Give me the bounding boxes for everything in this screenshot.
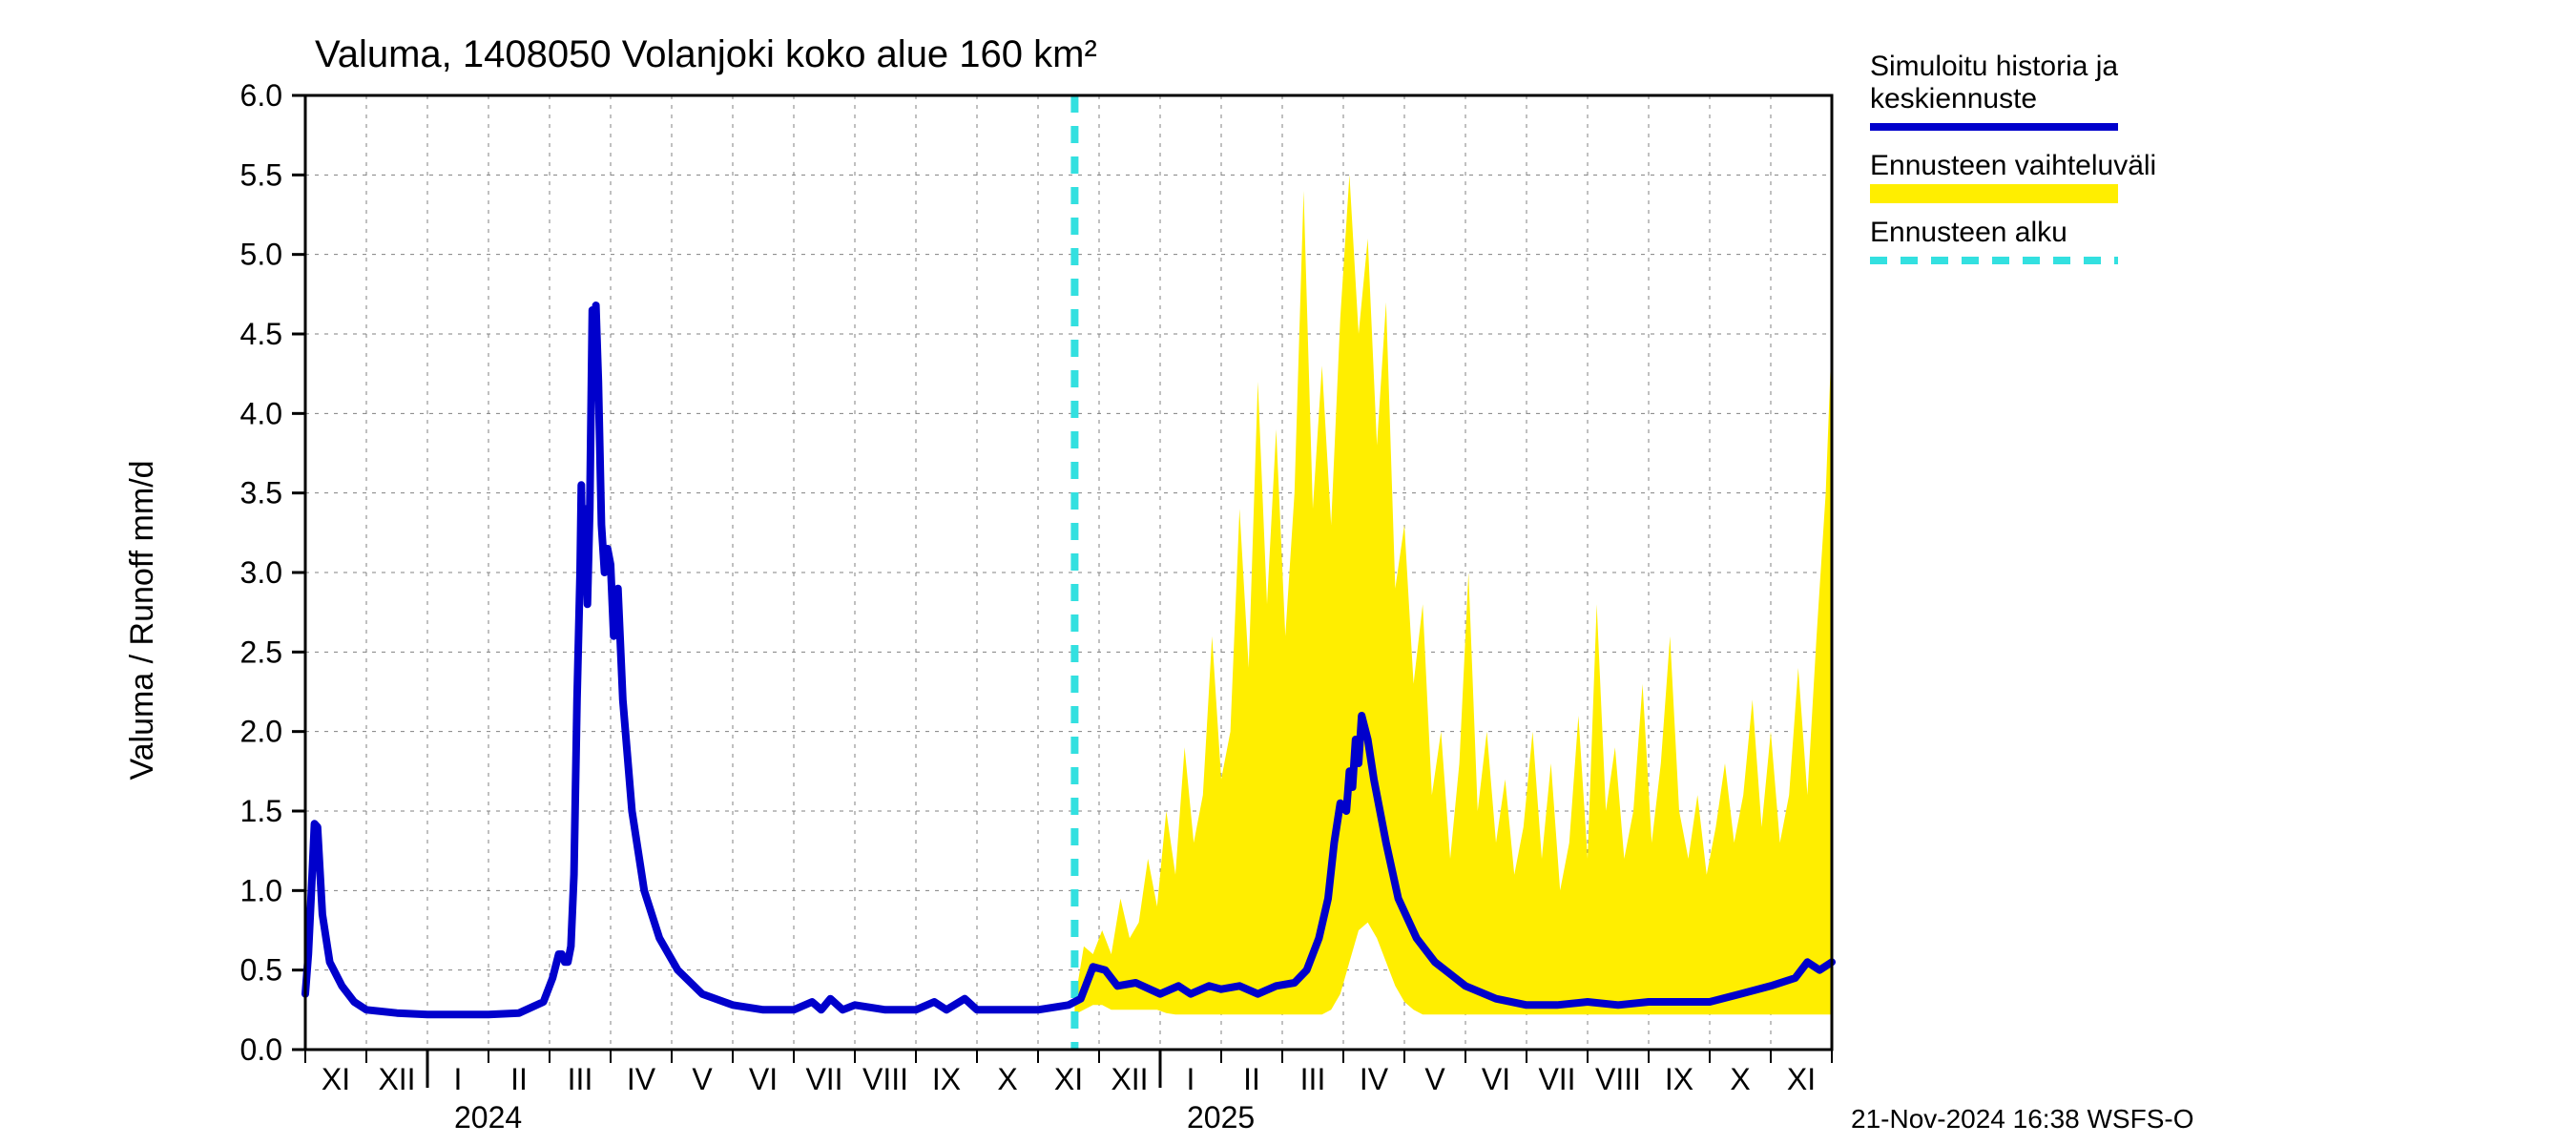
x-tick-label: II [510,1062,528,1096]
x-axis-ticks: XIXIIIIIIIIIVVVIVIIVIIIIXXXIXIIIIIIIIIVV… [322,1062,1816,1096]
legend: Simuloitu historia jakeskiennuste Ennuste… [1870,51,2156,260]
x-tick-label: VIII [1595,1062,1641,1096]
x-tick-label: IV [627,1062,656,1096]
x-tick-label: I [454,1062,463,1096]
y-tick-label: 2.0 [240,715,282,749]
x-tick-label: II [1243,1062,1260,1096]
x-tick-label: XII [1111,1062,1148,1096]
x-year-label: 2024 [454,1100,522,1135]
x-tick-label: X [1730,1062,1750,1096]
y-tick-label: 3.5 [240,476,282,510]
x-tick-label: VI [749,1062,778,1096]
y-axis-ticks: 0.0 0.5 1.0 1.5 2.0 2.5 3.0 3.5 4.0 4.5 5.0 5.5 6.0 [240,78,282,1067]
x-tick-label: IX [932,1062,961,1096]
chart-title: Valuma, 1408050 Volanjoki koko alue 160 … [315,33,1097,75]
x-tick-label: IX [1665,1062,1693,1096]
x-tick-label: III [568,1062,593,1096]
x-tick-label: VIII [862,1062,908,1096]
x-year-label: 2025 [1187,1100,1255,1135]
x-axis-year-labels: 2024 2025 [454,1100,1255,1135]
x-tick-label: VII [805,1062,842,1096]
runoff-chart: 0.00.51.01.52.02.53.03.54.04.55.05.56.0 … [0,0,2576,1145]
y-tick-label: 4.0 [240,396,282,430]
x-tick-label: IV [1360,1062,1389,1096]
y-tick-label: 1.5 [240,794,282,828]
x-tick-label: III [1300,1062,1326,1096]
y-tick-label: 6.0 [240,78,282,113]
y-tick-label: 0.5 [240,953,282,988]
y-tick-label: 5.0 [240,238,282,272]
x-tick-label: XII [378,1062,415,1096]
legend-label: Ennusteen vaihteluväli [1870,150,2156,181]
y-tick-label: 4.5 [240,317,282,351]
y-tick-label: 0.0 [240,1032,282,1067]
y-tick-label: 3.0 [240,555,282,590]
x-tick-label: XI [1787,1062,1816,1096]
y-tick-label: 5.5 [240,157,282,192]
y-axis-label: Valuma / Runoff mm/d [124,460,160,780]
legend-label: keskiennuste [1870,83,2037,114]
legend-label: Ennusteen alku [1870,217,2067,248]
footer-timestamp: 21-Nov-2024 16:38 WSFS-O [1851,1104,2194,1134]
x-tick-label: I [1187,1062,1195,1096]
x-tick-label: V [1424,1062,1445,1096]
x-tick-label: V [692,1062,713,1096]
x-tick-label: X [997,1062,1017,1096]
x-tick-label: XI [322,1062,350,1096]
y-tick-label: 1.0 [240,873,282,907]
x-tick-label: XI [1054,1062,1083,1096]
x-tick-label: VII [1538,1062,1575,1096]
legend-label: Simuloitu historia ja [1870,51,2118,82]
y-tick-label: 2.5 [240,635,282,669]
x-tick-label: VI [1482,1062,1510,1096]
